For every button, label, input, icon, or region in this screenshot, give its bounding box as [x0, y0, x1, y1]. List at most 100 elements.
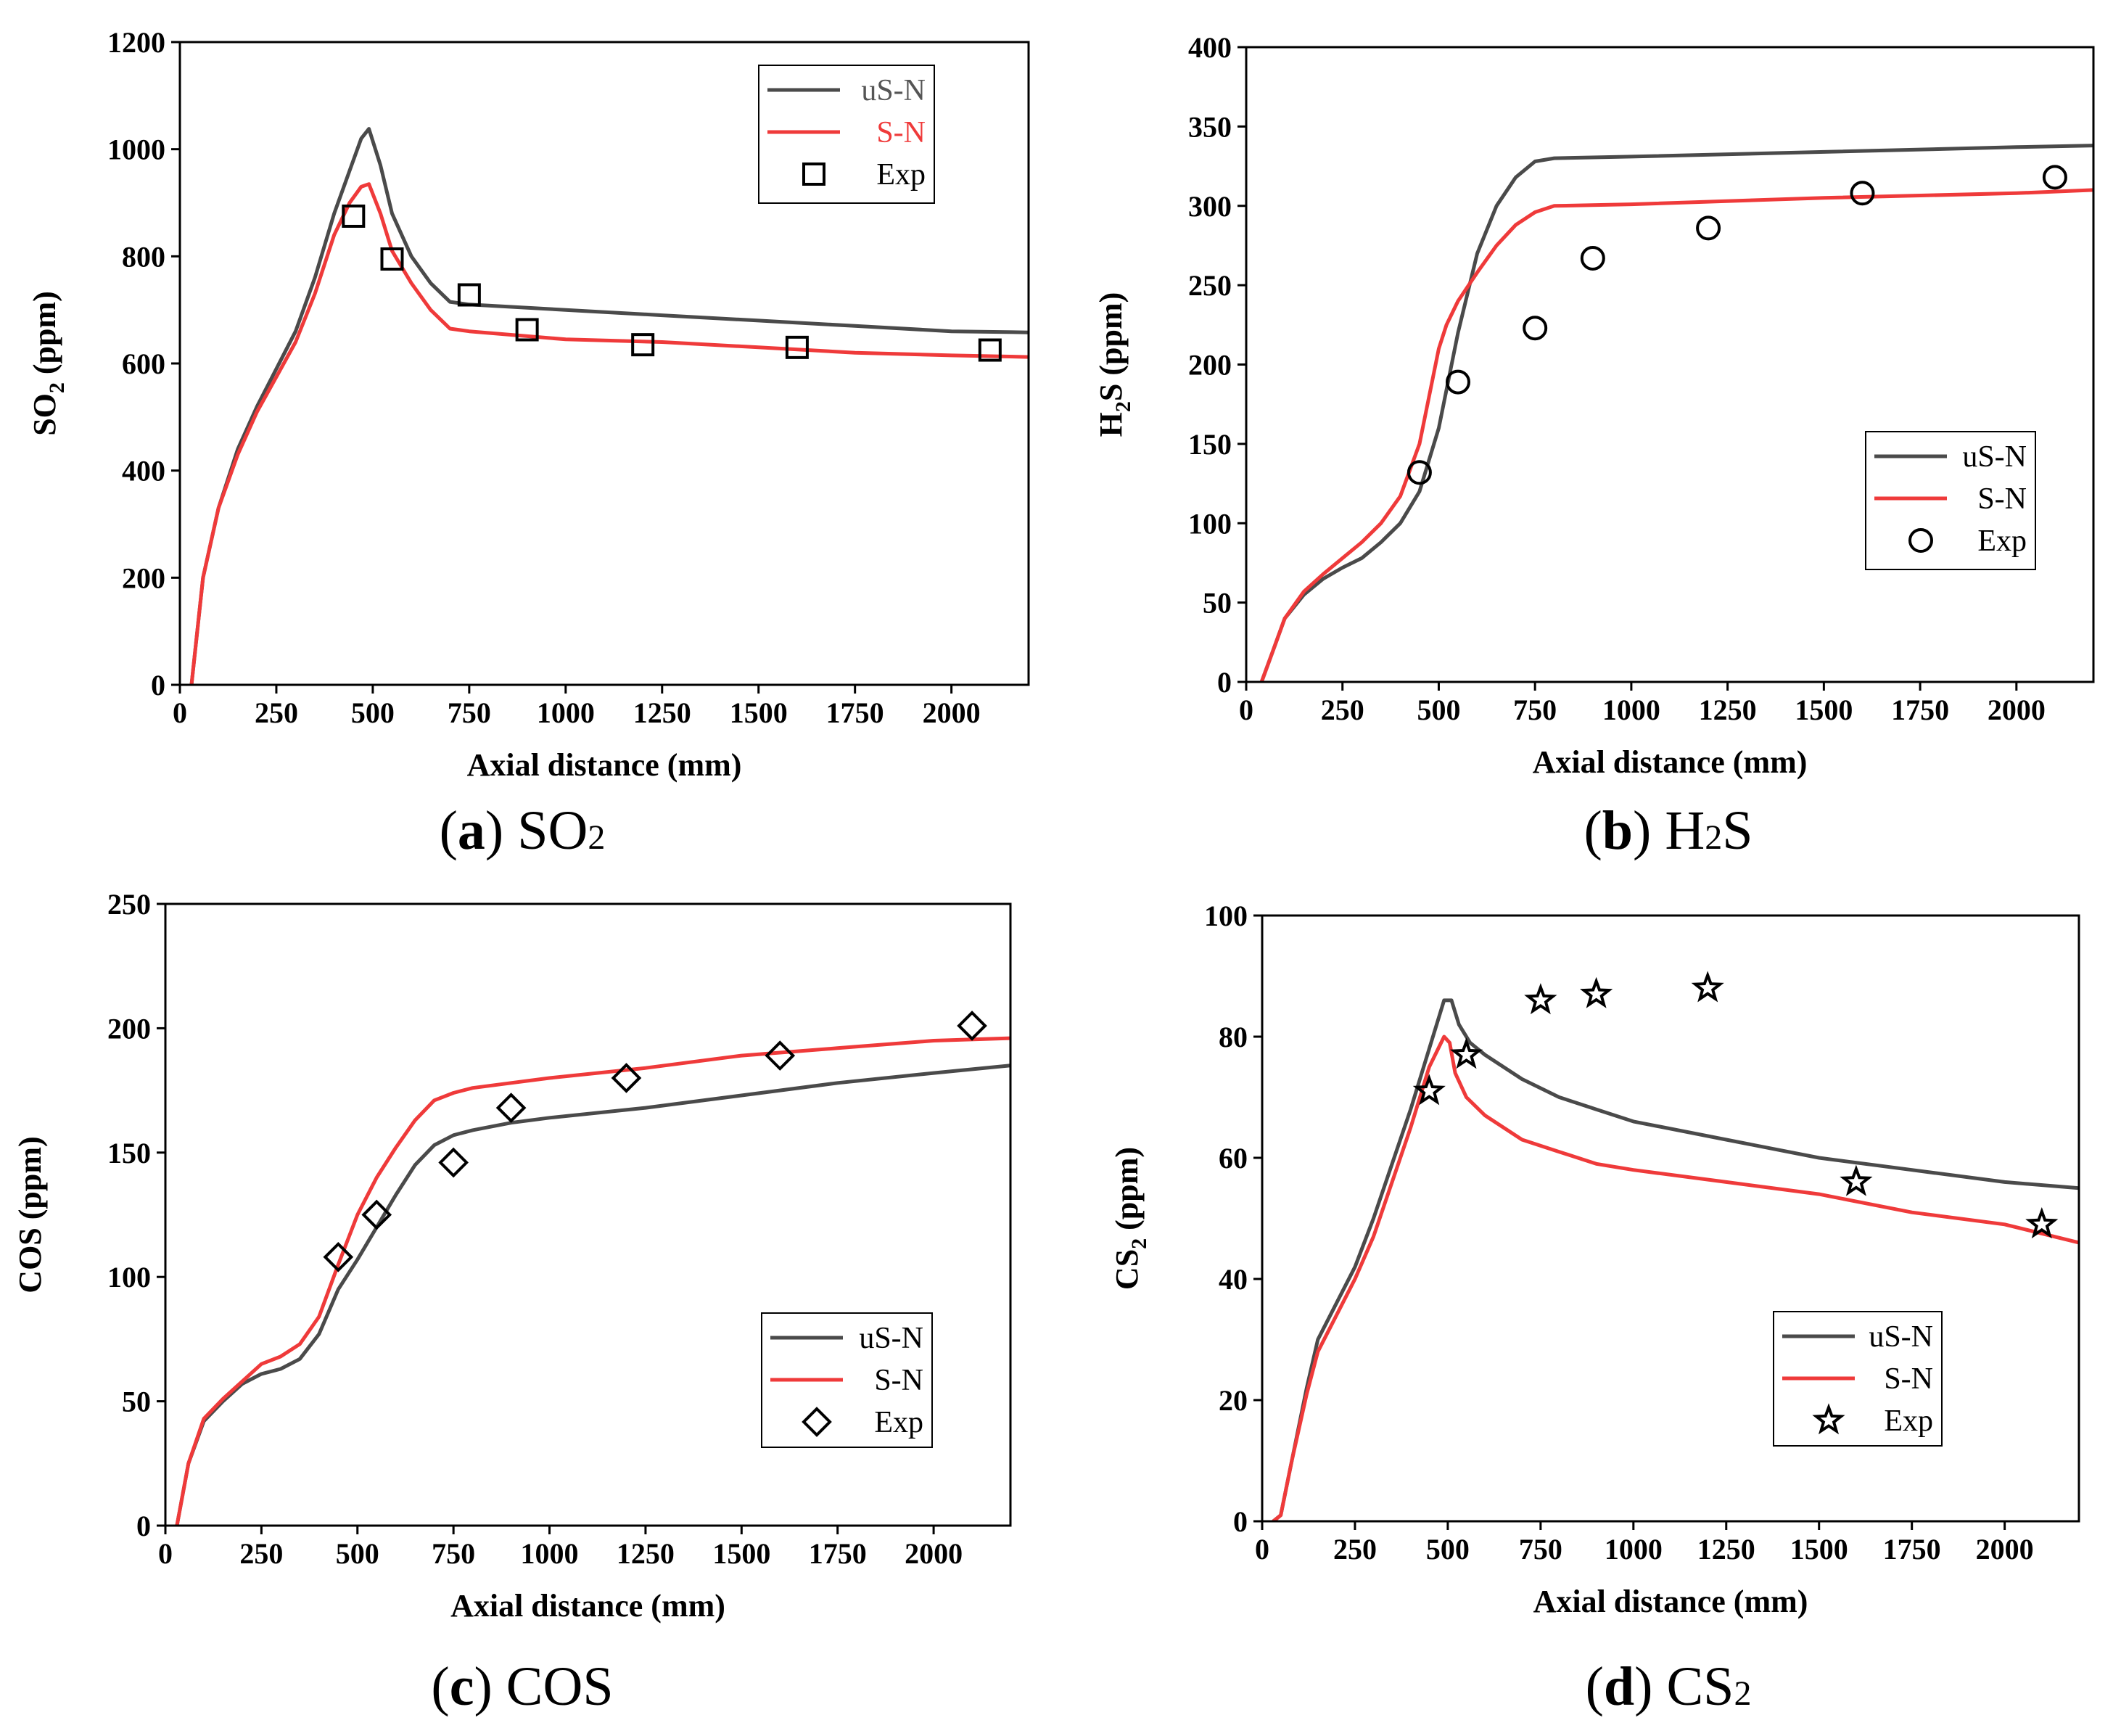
- x-tick-label: 1250: [1697, 1533, 1755, 1566]
- panel-c: 0 250 500 750 1000 1250 1500 1750 2000 0 50 100 150 2…: [12, 888, 1012, 1717]
- legend-label: S-N: [1884, 1362, 1933, 1396]
- exp-marker: [1446, 369, 1470, 395]
- exp-marker: [2042, 165, 2067, 190]
- exp-marker: [785, 335, 809, 359]
- panel-a: 0 250 500 750 1000 1250 1500 1750 2000 0 200 400 600…: [27, 26, 1030, 861]
- x-tick-label: 250: [1333, 1533, 1377, 1566]
- y-tick-label: 100: [1204, 900, 1248, 932]
- exp-marker: [1840, 1164, 1873, 1196]
- exp-marker: [1580, 976, 1613, 1008]
- y-tick-label: 0: [136, 1510, 151, 1542]
- x-tick-label: 1000: [1605, 1533, 1663, 1566]
- plot-frame: [164, 902, 1012, 1527]
- x-axis-title: Axial distance (mm): [467, 747, 742, 783]
- y-tick-label: 400: [122, 455, 165, 488]
- x-tick-label: 2000: [1988, 694, 2046, 726]
- x-tick-label: 750: [1513, 694, 1557, 726]
- legend: uS-N S-N Exp: [1865, 431, 2036, 570]
- y-tick-label: 40: [1219, 1263, 1248, 1296]
- y-tick-label: 60: [1219, 1142, 1248, 1175]
- y-tick-label: 200: [107, 1012, 151, 1045]
- y-tick-label: 1000: [107, 133, 165, 166]
- x-tick-label: 500: [1426, 1533, 1470, 1566]
- plot-frame: [1261, 914, 2080, 1523]
- x-tick-label: 1250: [633, 696, 691, 729]
- exp-marker: [1696, 215, 1721, 241]
- exp-marker: [515, 318, 539, 342]
- legend-label: uS-N: [859, 1322, 923, 1355]
- panel-caption: (a) SO2: [440, 800, 606, 861]
- exp-marker: [1580, 245, 1605, 271]
- y-axis-title: COS (ppm): [12, 1136, 48, 1293]
- y-tick-label: 600: [122, 347, 165, 380]
- y-tick-label: 100: [107, 1261, 151, 1293]
- panel-caption: (b) H2S: [1583, 800, 1753, 861]
- y-tick-label: 80: [1219, 1021, 1248, 1053]
- x-tick-label: 250: [255, 696, 298, 729]
- x-tick-label: 0: [158, 1537, 173, 1570]
- y-tick-label: 300: [1188, 190, 1232, 223]
- x-tick-label: 0: [173, 696, 187, 729]
- legend-label: Exp: [1884, 1404, 1933, 1438]
- legend-label: uS-N: [1962, 440, 2027, 474]
- y-tick-label: 100: [1188, 507, 1232, 540]
- legend-label: uS-N: [1869, 1320, 1933, 1354]
- x-tick-label: 0: [1239, 694, 1253, 726]
- exp-marker: [611, 1063, 642, 1093]
- plot-area: [175, 1011, 1010, 1526]
- x-tick-label: 1750: [1883, 1533, 1941, 1566]
- exp-marker: [2025, 1206, 2059, 1239]
- series-line-s-n: [1271, 1034, 2079, 1521]
- series-line-s-n: [1259, 188, 2093, 682]
- plot-frame: [178, 41, 1030, 686]
- series-line-us-n: [1271, 998, 2079, 1521]
- y-tick-label: 50: [122, 1386, 151, 1418]
- x-tick-label: 2000: [923, 696, 981, 729]
- y-axis-title: CS2 (ppm): [1109, 1147, 1151, 1290]
- y-tick-label: 800: [122, 240, 165, 273]
- x-tick-label: 1750: [809, 1537, 867, 1570]
- legend-label: Exp: [876, 158, 926, 192]
- exp-marker: [1850, 181, 1875, 206]
- x-tick-label: 1500: [730, 696, 788, 729]
- x-tick-label: 1500: [1790, 1533, 1848, 1566]
- y-tick-label: 250: [1188, 269, 1232, 302]
- exp-marker: [631, 333, 655, 357]
- exp-marker: [1524, 983, 1557, 1015]
- x-tick-label: 1500: [712, 1537, 770, 1570]
- legend-marker-exp: [802, 1407, 832, 1437]
- exp-marker: [957, 1011, 987, 1041]
- exp-marker: [438, 1147, 469, 1178]
- legend-marker-exp: [1908, 528, 1933, 553]
- legend-marker-exp: [1812, 1403, 1845, 1435]
- x-axis-title: Axial distance (mm): [450, 1588, 725, 1624]
- plot-area: [1271, 971, 2079, 1521]
- x-tick-label: 500: [336, 1537, 379, 1570]
- x-tick-label: 0: [1255, 1533, 1269, 1566]
- x-tick-label: 250: [1321, 694, 1364, 726]
- y-axis-title: SO2 (ppm): [27, 291, 69, 436]
- y-tick-label: 200: [122, 561, 165, 594]
- y-tick-label: 200: [1188, 349, 1232, 382]
- panel-d: 0 250 500 750 1000 1250 1500 1750 2000 0 20 40 60 80 1…: [1109, 900, 2080, 1717]
- y-tick-label: 0: [151, 669, 165, 702]
- y-tick-label: 150: [1188, 428, 1232, 461]
- legend-label: S-N: [876, 116, 926, 149]
- series-line-s-n: [189, 182, 1029, 685]
- y-tick-label: 400: [1188, 31, 1232, 64]
- y-tick-label: 150: [107, 1137, 151, 1169]
- x-axis-title: Axial distance (mm): [1533, 744, 1808, 780]
- exp-marker: [323, 1241, 354, 1272]
- x-tick-label: 1000: [521, 1537, 579, 1570]
- exp-marker: [1412, 1074, 1446, 1106]
- legend-label: Exp: [1977, 524, 2027, 558]
- exp-marker: [1523, 316, 1548, 341]
- legend-marker-exp: [802, 163, 825, 186]
- legend-label: S-N: [1977, 482, 2027, 516]
- x-tick-label: 750: [1519, 1533, 1562, 1566]
- plot-area: [189, 127, 1029, 685]
- y-tick-label: 250: [107, 888, 151, 921]
- x-tick-label: 250: [239, 1537, 283, 1570]
- exp-marker: [380, 247, 404, 271]
